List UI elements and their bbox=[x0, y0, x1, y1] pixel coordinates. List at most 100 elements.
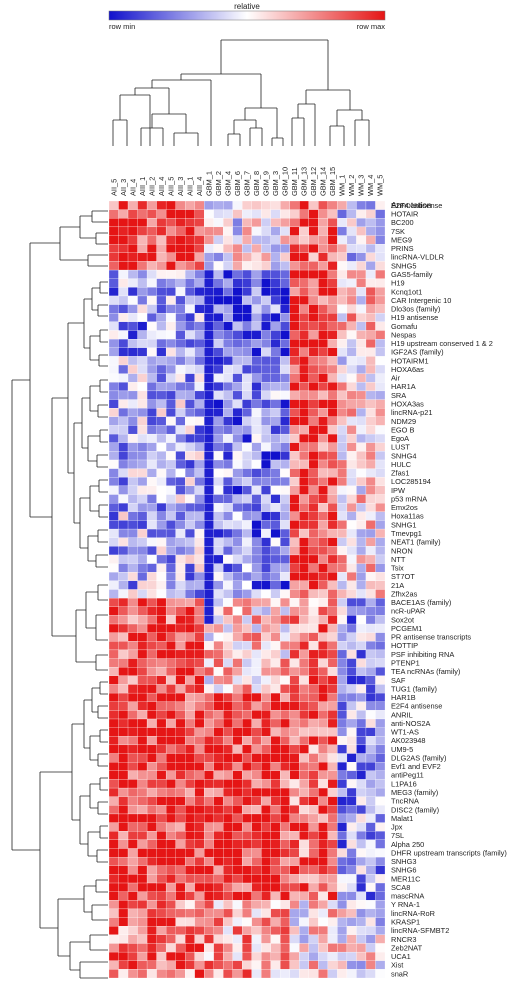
heatmap-cell bbox=[223, 261, 233, 271]
heatmap-cell bbox=[185, 537, 195, 547]
heatmap-cell bbox=[299, 684, 309, 694]
heatmap-cell bbox=[299, 727, 309, 737]
heatmap-cell bbox=[223, 762, 233, 771]
heatmap-cell bbox=[346, 874, 357, 884]
heatmap-cell bbox=[185, 295, 195, 305]
heatmap-cell bbox=[108, 787, 119, 797]
heatmap-cell bbox=[289, 926, 300, 935]
heatmap-cell bbox=[223, 347, 233, 357]
heatmap-cell bbox=[365, 442, 376, 452]
heatmap-cell bbox=[127, 321, 138, 331]
heatmap-cell bbox=[146, 813, 157, 823]
heatmap-cell bbox=[232, 951, 243, 961]
heatmap-cell bbox=[365, 503, 376, 512]
heatmap-cell bbox=[308, 839, 319, 849]
heatmap-cell bbox=[232, 373, 243, 383]
heatmap-cell bbox=[280, 425, 290, 435]
heatmap-cell bbox=[242, 813, 252, 823]
heatmap-cell bbox=[318, 330, 329, 340]
heatmap-cell bbox=[242, 313, 252, 322]
heatmap-cell bbox=[375, 684, 386, 694]
heatmap-cell bbox=[270, 339, 281, 348]
heatmap-cell bbox=[299, 615, 309, 625]
heatmap-cell bbox=[175, 546, 186, 556]
heatmap-cell bbox=[137, 598, 148, 607]
row-label: Sox2ot bbox=[391, 615, 414, 624]
heatmap-cell bbox=[118, 390, 129, 400]
heatmap-cell bbox=[327, 736, 338, 746]
heatmap-cell bbox=[308, 330, 319, 340]
heatmap-cell bbox=[185, 727, 195, 737]
heatmap-cell bbox=[137, 917, 148, 927]
heatmap-cell bbox=[251, 960, 262, 970]
row-label: HAR1A bbox=[391, 382, 416, 391]
heatmap-cell bbox=[232, 546, 243, 556]
row-label: DLG2AS (family) bbox=[391, 753, 446, 762]
heatmap-cell bbox=[232, 589, 243, 599]
heatmap-cell bbox=[299, 287, 309, 297]
heatmap-cell bbox=[356, 649, 367, 659]
heatmap-cell bbox=[108, 762, 119, 771]
heatmap-cell bbox=[346, 200, 357, 210]
heatmap-cell bbox=[299, 382, 309, 392]
heatmap-cell bbox=[346, 485, 357, 495]
heatmap-cell bbox=[318, 511, 329, 521]
heatmap-cell bbox=[308, 218, 319, 228]
heatmap-cell bbox=[175, 787, 186, 797]
heatmap-cell bbox=[318, 900, 329, 910]
heatmap-cell bbox=[213, 485, 224, 495]
column-label: AIII_4 bbox=[157, 177, 166, 196]
heatmap-cell bbox=[365, 598, 376, 607]
heatmap-cell bbox=[375, 908, 386, 918]
heatmap-cell bbox=[375, 537, 386, 547]
heatmap-cell bbox=[270, 209, 281, 219]
heatmap-cell bbox=[365, 787, 376, 797]
heatmap-cell bbox=[356, 468, 367, 478]
heatmap-cell bbox=[270, 900, 281, 910]
heatmap-cell bbox=[308, 736, 319, 746]
heatmap-cell bbox=[327, 813, 338, 823]
heatmap-cell bbox=[204, 477, 214, 487]
heatmap-cell bbox=[270, 269, 281, 279]
heatmap-cell bbox=[280, 874, 290, 884]
heatmap-cell bbox=[299, 321, 309, 331]
heatmap-cell bbox=[194, 244, 205, 253]
heatmap-cell bbox=[213, 442, 224, 452]
heatmap-cell bbox=[242, 623, 252, 633]
heatmap-cell bbox=[280, 710, 290, 720]
heatmap-cell bbox=[251, 554, 262, 564]
heatmap-cell bbox=[375, 209, 386, 219]
heatmap-cell bbox=[185, 649, 195, 659]
heatmap-cell bbox=[289, 528, 300, 538]
heatmap-cell bbox=[365, 287, 376, 297]
heatmap-cell bbox=[270, 727, 281, 737]
heatmap-cell bbox=[137, 831, 148, 840]
heatmap-cell bbox=[299, 364, 309, 374]
heatmap-cell bbox=[270, 684, 281, 694]
heatmap-cell bbox=[308, 485, 319, 495]
heatmap-cell bbox=[346, 546, 357, 556]
heatmap-cell bbox=[204, 278, 214, 288]
heatmap-cell bbox=[375, 589, 386, 599]
heatmap-cell bbox=[346, 615, 357, 625]
heatmap-cell bbox=[118, 615, 129, 625]
heatmap-cell bbox=[365, 321, 376, 331]
heatmap-cell bbox=[108, 865, 119, 875]
heatmap-cell bbox=[156, 200, 167, 210]
heatmap-cell bbox=[127, 252, 138, 262]
heatmap-cell bbox=[204, 390, 214, 400]
heatmap-cell bbox=[146, 718, 157, 728]
heatmap-cell bbox=[375, 408, 386, 417]
heatmap-cell bbox=[356, 667, 367, 676]
heatmap-cell bbox=[108, 390, 119, 400]
heatmap-cell bbox=[137, 718, 148, 728]
heatmap-cell bbox=[289, 632, 300, 642]
heatmap-cell bbox=[185, 701, 195, 711]
heatmap-cell bbox=[346, 900, 357, 910]
heatmap-cell bbox=[280, 330, 290, 340]
heatmap-cell bbox=[299, 882, 309, 892]
heatmap-cell bbox=[356, 373, 367, 383]
heatmap-cell bbox=[146, 770, 157, 780]
heatmap-cell bbox=[232, 960, 243, 970]
heatmap-cell bbox=[242, 226, 252, 236]
